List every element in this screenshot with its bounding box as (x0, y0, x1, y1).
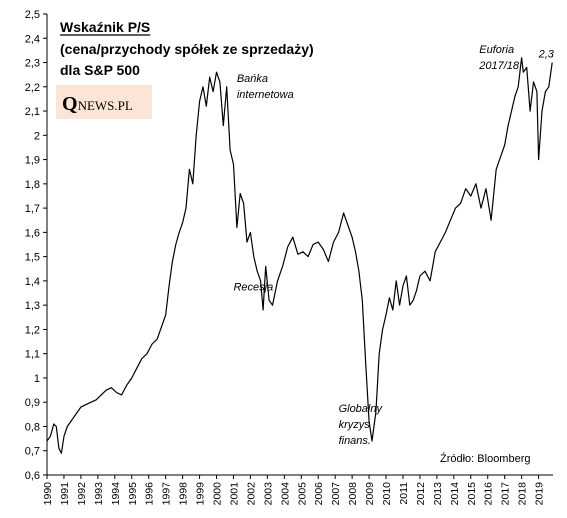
x-tick-label: 1999 (195, 482, 207, 506)
chart-subtitle-line-2: dla S&P 500 (60, 62, 140, 78)
x-axis-ticks: 1990 1991 1992 1993 1994 1995 1996 1997 1998 1999… (42, 475, 546, 505)
y-tick-label: 2,5 (25, 9, 40, 21)
y-tick-label: 1,8 (25, 179, 40, 191)
annotation: 2,3 (538, 49, 555, 61)
x-tick-label: 2001 (228, 482, 240, 506)
y-tick-label: 1,5 (25, 252, 40, 264)
y-tick-label: 0,6 (25, 470, 40, 482)
logo-rest: NEWS.PL (78, 98, 133, 113)
x-tick-label: 2008 (347, 482, 359, 506)
series-line-ps-ratio (46, 57, 553, 454)
annotation-line: kryzys (339, 419, 371, 431)
x-tick-label: 2018 (517, 482, 529, 506)
x-tick-label: 2004 (279, 482, 291, 506)
y-tick-label: 0,7 (25, 446, 40, 458)
y-tick-label: 1,1 (25, 349, 40, 361)
y-tick-label: 2,3 (25, 58, 40, 70)
x-tick-label: 2017 (500, 482, 512, 506)
y-tick-label: 1,3 (25, 300, 40, 312)
annotation-line: internetowa (237, 89, 294, 101)
x-tick-label: 1992 (76, 482, 88, 506)
y-tick-label: 1,7 (25, 203, 40, 215)
x-tick-label: 1996 (144, 482, 156, 506)
x-tick-label: 2010 (381, 482, 393, 506)
x-tick-label: 2009 (364, 482, 376, 506)
logo-q: Q (62, 93, 78, 115)
y-tick-label: 1,6 (25, 227, 40, 239)
y-tick-label: 2,2 (25, 82, 40, 94)
source-note: Źródło: Bloomberg (440, 452, 531, 465)
x-tick-label: 2012 (415, 482, 427, 506)
annotation-line: Recesja (233, 282, 273, 294)
y-tick-label: 2,4 (25, 33, 40, 45)
y-axis-ticks: 0,6 0,7 0,8 0,9 1 1,1 1,2 1,3 1,4 1,5 1,6 1,7 1,8 1,9… (25, 9, 47, 482)
annotation-line: Euforia (479, 44, 514, 56)
x-tick-label: 1997 (161, 482, 173, 506)
y-tick-label: 2,1 (25, 106, 40, 118)
x-tick-label: 2019 (534, 482, 546, 506)
x-tick-label: 2016 (483, 482, 495, 506)
x-tick-label: 1994 (110, 482, 122, 506)
x-tick-label: 2013 (432, 482, 444, 506)
chart-subtitle-line-1: (cena/przychody spółek ze sprzedaży) (60, 41, 314, 57)
x-tick-label: 2014 (449, 482, 461, 506)
logo-background (56, 85, 152, 119)
x-tick-label: 2015 (466, 482, 478, 506)
logo-text: QNEWS.PL (62, 93, 133, 115)
annotation-line: 2,3 (538, 49, 555, 61)
x-tick-label: 2006 (313, 482, 325, 506)
x-tick-label: 2007 (330, 482, 342, 506)
x-tick-label: 2011 (398, 482, 410, 505)
annotations: Bańka internetowa Recesja Globalny kryzys fin… (233, 44, 554, 447)
annotation: Globalny kryzys finans. (339, 403, 384, 447)
annotation-line: Bańka (237, 73, 268, 85)
x-tick-label: 1998 (178, 482, 190, 506)
y-tick-label: 1,9 (25, 155, 40, 167)
annotation-line: Globalny (339, 403, 384, 415)
annotation: Euforia 2017/18 (478, 44, 520, 72)
y-tick-label: 2 (34, 130, 40, 142)
x-tick-label: 2003 (262, 482, 274, 506)
y-tick-label: 1,2 (25, 324, 40, 336)
y-tick-label: 1,4 (25, 276, 40, 288)
x-tick-label: 2005 (296, 482, 308, 506)
x-tick-label: 2000 (212, 482, 224, 506)
annotation-line: 2017/18 (478, 60, 520, 72)
x-tick-label: 2002 (245, 482, 257, 506)
x-tick-label: 1993 (93, 482, 105, 506)
x-tick-label: 1991 (59, 482, 71, 506)
x-tick-label: 1990 (42, 482, 54, 506)
y-tick-label: 0,8 (25, 421, 40, 433)
y-tick-label: 1 (34, 373, 40, 385)
chart-title: Wskaźnik P/S (60, 19, 150, 35)
y-tick-label: 0,9 (25, 397, 40, 409)
annotation-line: finans. (339, 435, 371, 447)
x-tick-label: 1995 (127, 482, 139, 506)
qnews-logo: QNEWS.PL (56, 85, 152, 119)
axes (46, 14, 553, 476)
annotation: Recesja (233, 282, 273, 294)
annotation: Bańka internetowa (237, 73, 294, 101)
